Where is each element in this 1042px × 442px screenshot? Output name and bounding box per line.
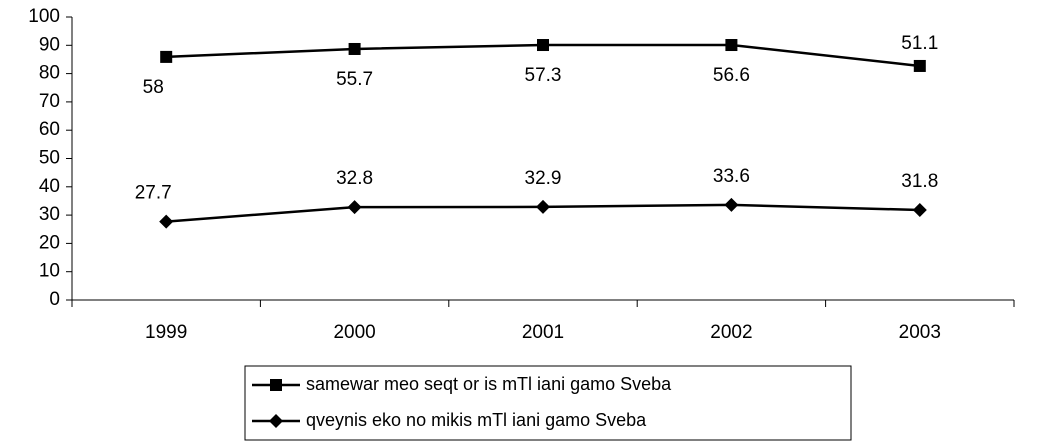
legend-box [244, 365, 852, 441]
marker [537, 39, 549, 52]
marker [347, 200, 362, 215]
y-tick-label: 30 [39, 204, 60, 225]
data-label: 33.6 [713, 166, 750, 187]
y-tick-label: 60 [39, 119, 60, 140]
y-tick-label: 40 [39, 176, 60, 197]
marker [536, 199, 550, 214]
y-tick-label: 50 [39, 148, 60, 169]
marker [725, 39, 738, 52]
legend: samewar meo seqt or is mTl iani gamo Sve… [244, 365, 852, 441]
x-tick-label: 2001 [522, 322, 564, 343]
marker [913, 59, 926, 72]
y-tick-label: 70 [39, 91, 60, 112]
annotation: 51.1 [901, 33, 938, 54]
data-label: 32.9 [525, 168, 562, 189]
y-tick-label: 10 [39, 261, 60, 282]
legend-label: samewar meo seqt or is mTl iani gamo Sve… [306, 374, 672, 394]
x-tick-label: 2003 [899, 322, 941, 343]
x-tick-label: 2000 [333, 322, 375, 343]
annotation: 58 [143, 77, 164, 98]
marker [912, 203, 927, 218]
y-tick-label: 100 [28, 6, 60, 27]
data-label: 31.8 [901, 171, 938, 192]
annotation: 57.3 [525, 65, 562, 86]
data-label: 27.7 [135, 183, 172, 204]
y-tick-label: 20 [39, 232, 60, 253]
y-tick-label: 0 [49, 289, 60, 310]
y-tick-label: 90 [39, 34, 60, 55]
annotation: 55.7 [336, 69, 373, 90]
annotation: 56.6 [713, 65, 750, 86]
x-tick-label: 1999 [145, 322, 187, 343]
marker [724, 197, 739, 212]
data-label: 32.8 [336, 168, 373, 189]
marker [160, 50, 173, 63]
y-tick-label: 80 [39, 63, 60, 84]
marker [270, 379, 282, 391]
x-tick-label: 2002 [710, 322, 752, 343]
legend-label: qveynis eko no mikis mTl iani gamo Sveba [306, 410, 647, 430]
marker [269, 414, 283, 428]
marker [159, 214, 174, 229]
marker [348, 42, 361, 55]
